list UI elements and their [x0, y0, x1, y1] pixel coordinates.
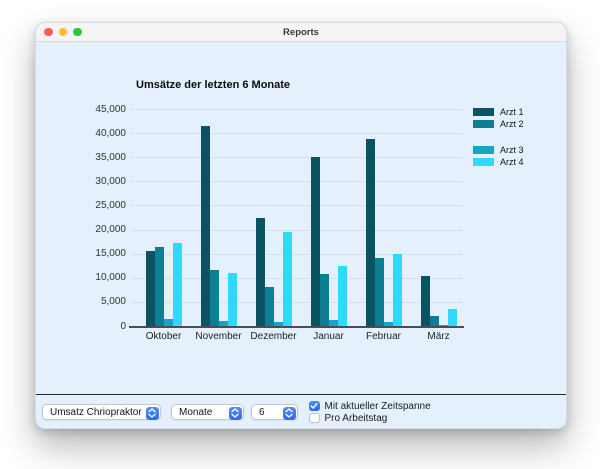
x-tick-label-januar: Januar	[313, 331, 344, 342]
y-tick-label-15000: 15,000	[95, 248, 126, 260]
legend-swatch-arzt-1	[473, 107, 494, 116]
minimize-button[interactable]	[58, 27, 67, 36]
bar-arzt-4-märz	[447, 309, 457, 326]
legend-item-arzt-1: Arzt 1	[473, 106, 524, 117]
bar-arzt-1-dezember	[255, 217, 265, 326]
x-tick-label-märz: März	[427, 331, 450, 342]
bar-arzt-1-märz	[420, 276, 430, 326]
y-tick-label-10000: 10,000	[95, 272, 126, 284]
legend-label-arzt-1: Arzt 1	[500, 106, 524, 117]
x-tick-label-oktober: Oktober	[145, 331, 182, 342]
controls-divider	[36, 394, 566, 395]
bar-arzt-2-februar	[374, 258, 384, 326]
period-select[interactable]: Monate	[171, 404, 244, 420]
gridline-5000	[131, 301, 463, 303]
legend-swatch-arzt-3	[473, 145, 494, 154]
arbeitstag-checkbox-row: Pro Arbeitstag	[309, 412, 387, 424]
titlebar[interactable]: Reports	[36, 23, 566, 42]
bar-arzt-3-november	[218, 321, 228, 326]
legend-swatch-arzt-2	[473, 119, 494, 128]
close-button[interactable]	[44, 27, 53, 36]
y-tick-label-25000: 25,000	[95, 199, 126, 211]
legend-label-arzt-3: Arzt 3	[500, 144, 524, 155]
popup-stepper-icon	[282, 406, 296, 420]
y-tick-label-20000: 20,000	[95, 224, 126, 236]
bar-arzt-4-februar	[392, 253, 402, 326]
bar-arzt-2-november	[209, 269, 219, 326]
arbeitstag-label: Pro Arbeitstag	[324, 412, 388, 424]
x-tick-label-november: November	[195, 331, 242, 342]
bar-arzt-1-november	[200, 125, 210, 326]
y-tick-label-30000: 30,000	[95, 175, 126, 187]
bar-arzt-3-dezember	[273, 322, 283, 326]
bar-arzt-4-november	[227, 272, 237, 326]
reports-window: Reports Umsätze der letzten 6 Monate 0 5,…	[35, 22, 567, 429]
bar-arzt-2-oktober	[154, 247, 164, 326]
bar-arzt-4-dezember	[282, 232, 292, 326]
bar-arzt-2-dezember	[264, 287, 274, 326]
popup-stepper-icon	[145, 406, 159, 420]
y-tick-label-0: 0	[120, 320, 126, 332]
report-type-value: Umsatz Chriopraktor	[50, 406, 142, 418]
bar-arzt-4-oktober	[172, 243, 182, 326]
bar-arzt-1-februar	[365, 139, 375, 326]
gridline-35000	[131, 157, 463, 159]
count-value: 6	[259, 406, 265, 418]
y-tick-label-45000: 45,000	[95, 103, 126, 115]
zeitspanne-checkbox-row: Mit aktueller Zeitspanne	[309, 400, 431, 412]
x-axis-line	[129, 326, 464, 328]
gridline-10000	[131, 277, 463, 279]
y-tick-label-5000: 5,000	[100, 296, 126, 308]
bar-arzt-2-märz	[429, 316, 439, 326]
window-title: Reports	[283, 26, 319, 38]
x-tick-label-dezember: Dezember	[250, 331, 297, 342]
x-tick-label-februar: Februar	[365, 331, 401, 342]
bar-arzt-3-oktober	[163, 318, 173, 326]
bar-arzt-1-oktober	[145, 251, 155, 326]
count-select[interactable]: 6	[251, 404, 298, 420]
bar-arzt-3-februar	[383, 321, 393, 326]
bar-arzt-1-januar	[310, 157, 320, 326]
gridline-45000	[131, 109, 463, 110]
bar-arzt-3-märz	[438, 324, 448, 326]
gridline-15000	[131, 253, 463, 255]
period-value: Monate	[179, 406, 213, 418]
legend-item-arzt-4: Arzt 4	[473, 156, 524, 167]
bar-arzt-4-januar	[337, 266, 347, 326]
gridline-30000	[131, 181, 463, 183]
zeitspanne-checkbox[interactable]	[309, 400, 320, 412]
legend-swatch-arzt-4	[473, 157, 494, 166]
zoom-button[interactable]	[73, 27, 82, 36]
gridline-25000	[131, 205, 463, 207]
legend-item-arzt-3: Arzt 3	[473, 144, 524, 155]
bar-arzt-2-januar	[319, 274, 329, 326]
legend-item-arzt-2: Arzt 2	[473, 118, 524, 129]
traffic-lights	[44, 27, 82, 36]
y-tick-label-35000: 35,000	[95, 151, 126, 163]
bar-arzt-3-januar	[328, 320, 338, 326]
y-tick-label-40000: 40,000	[95, 127, 126, 139]
legend-label-arzt-2: Arzt 2	[500, 118, 524, 129]
arbeitstag-checkbox[interactable]	[309, 412, 320, 424]
chart-legend: Arzt 1 Arzt 2 Arzt 3 Arzt 4	[473, 106, 524, 168]
gridline-20000	[131, 229, 463, 231]
report-type-select[interactable]: Umsatz Chriopraktor	[42, 404, 161, 420]
gridline-40000	[131, 133, 463, 135]
chart-title: Umsätze der letzten 6 Monate	[136, 79, 291, 91]
popup-stepper-icon	[228, 406, 242, 420]
legend-label-arzt-4: Arzt 4	[500, 156, 524, 167]
zeitspanne-label: Mit aktueller Zeitspanne	[324, 400, 431, 412]
